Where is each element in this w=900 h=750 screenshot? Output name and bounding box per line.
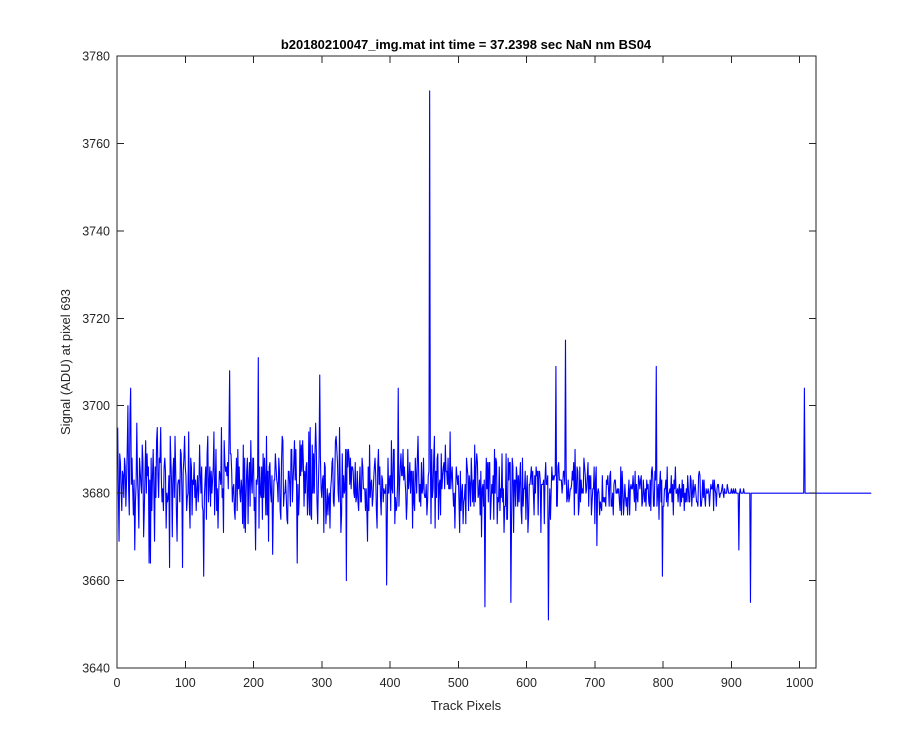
x-tick-label: 800 bbox=[653, 676, 674, 690]
x-tick-label: 200 bbox=[243, 676, 264, 690]
x-tick-label: 600 bbox=[516, 676, 537, 690]
x-tick-label: 0 bbox=[114, 676, 121, 690]
y-axis-title: Signal (ADU) at pixel 693 bbox=[58, 289, 73, 435]
x-tick-label: 1000 bbox=[786, 676, 814, 690]
y-tick-label: 3780 bbox=[82, 50, 110, 64]
axes-layer: 0 100 200 300 400 500 600 700 800 900 1000 3640 3660… bbox=[82, 50, 817, 690]
x-tick-label: 500 bbox=[448, 676, 469, 690]
chart-title: b20180210047_img.mat int time = 37.2398 … bbox=[281, 37, 652, 52]
y-tick-label: 3720 bbox=[82, 312, 110, 326]
x-tick-label: 900 bbox=[721, 676, 742, 690]
x-axis-title: Track Pixels bbox=[431, 698, 502, 713]
axes-box bbox=[116, 55, 817, 669]
series-line-1 bbox=[117, 90, 872, 621]
y-tick-label: 3740 bbox=[82, 224, 110, 238]
y-tick-label: 3660 bbox=[82, 574, 110, 588]
x-tick-label: 100 bbox=[175, 676, 196, 690]
x-tick-label: 700 bbox=[584, 676, 605, 690]
x-tick-label: 400 bbox=[380, 676, 401, 690]
x-tick-label: 300 bbox=[311, 676, 332, 690]
series-layer bbox=[117, 90, 872, 621]
plot-area bbox=[117, 56, 816, 668]
y-tick-label: 3700 bbox=[82, 399, 110, 413]
y-tick-label: 3680 bbox=[82, 487, 110, 501]
y-tick-label: 3640 bbox=[82, 662, 110, 676]
y-tick-label: 3760 bbox=[82, 137, 110, 151]
